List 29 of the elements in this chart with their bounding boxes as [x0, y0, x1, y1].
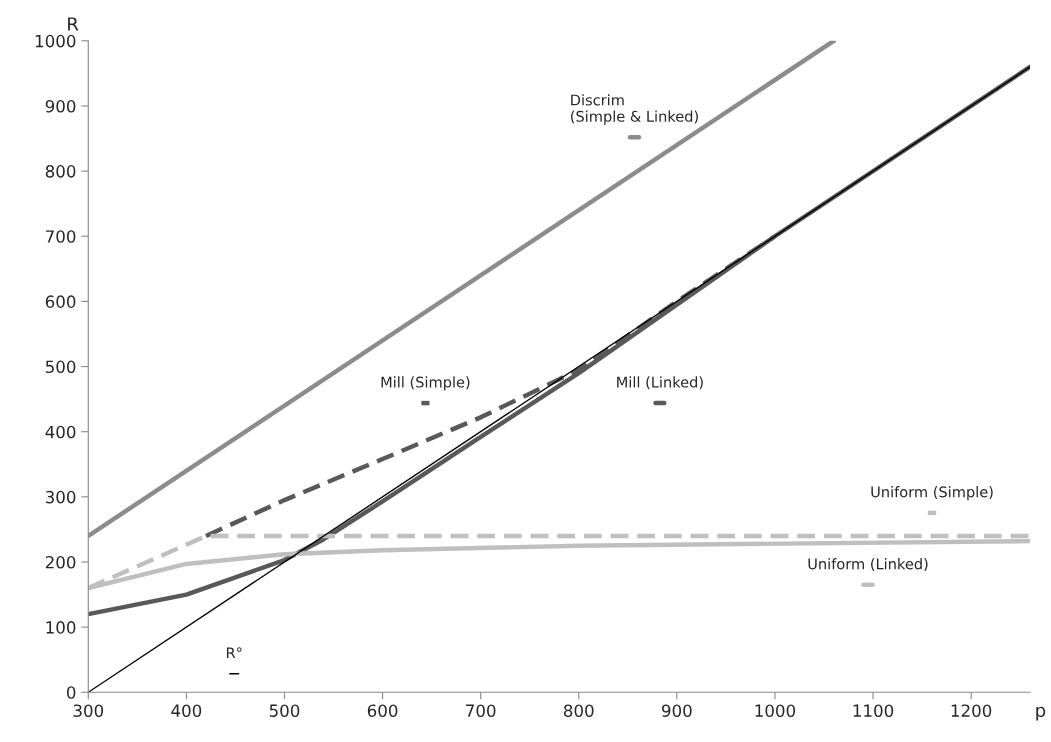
y-tick-label: 800 [45, 165, 76, 178]
text: R° [226, 647, 242, 659]
y-tick-label: 500 [45, 360, 76, 374]
x-tick-label: 1000 [755, 704, 796, 717]
y-axis-title: R [68, 17, 79, 31]
x-tick-label: 300 [73, 704, 104, 717]
y-tick-label: 400 [45, 425, 76, 439]
x-tick-label: 800 [563, 704, 594, 717]
y-tick-label: 700 [46, 230, 76, 243]
x-tick-label: 1100 [853, 704, 894, 717]
x-tick-label: 400 [171, 704, 202, 717]
series-label: Uniform (Linked) [808, 558, 928, 572]
x-tick-label: 900 [661, 704, 692, 717]
y-tick-label: 0 [66, 686, 76, 699]
x-axis-title: p [1036, 706, 1046, 721]
x-tick-label: 600 [367, 704, 398, 717]
y-tick-label: 1000 [35, 34, 76, 48]
y-tick-label: 600 [45, 295, 76, 308]
x-tick-label: 1200 [951, 704, 992, 717]
x-tick-label: 500 [269, 704, 300, 717]
series-label: Discrim (Simple & Linked) [571, 94, 698, 125]
y-tick-label: 200 [45, 555, 76, 569]
series-label: Mill (Linked) [617, 376, 703, 390]
x-tick-label: 700 [466, 704, 496, 717]
y-tick-label: 900 [45, 99, 76, 113]
series-label: Mill (Simple) [381, 376, 470, 391]
text: Uniform (Simple) [871, 486, 993, 501]
y-tick-label: 300 [45, 490, 76, 504]
y-tick-label: 100 [46, 621, 76, 634]
